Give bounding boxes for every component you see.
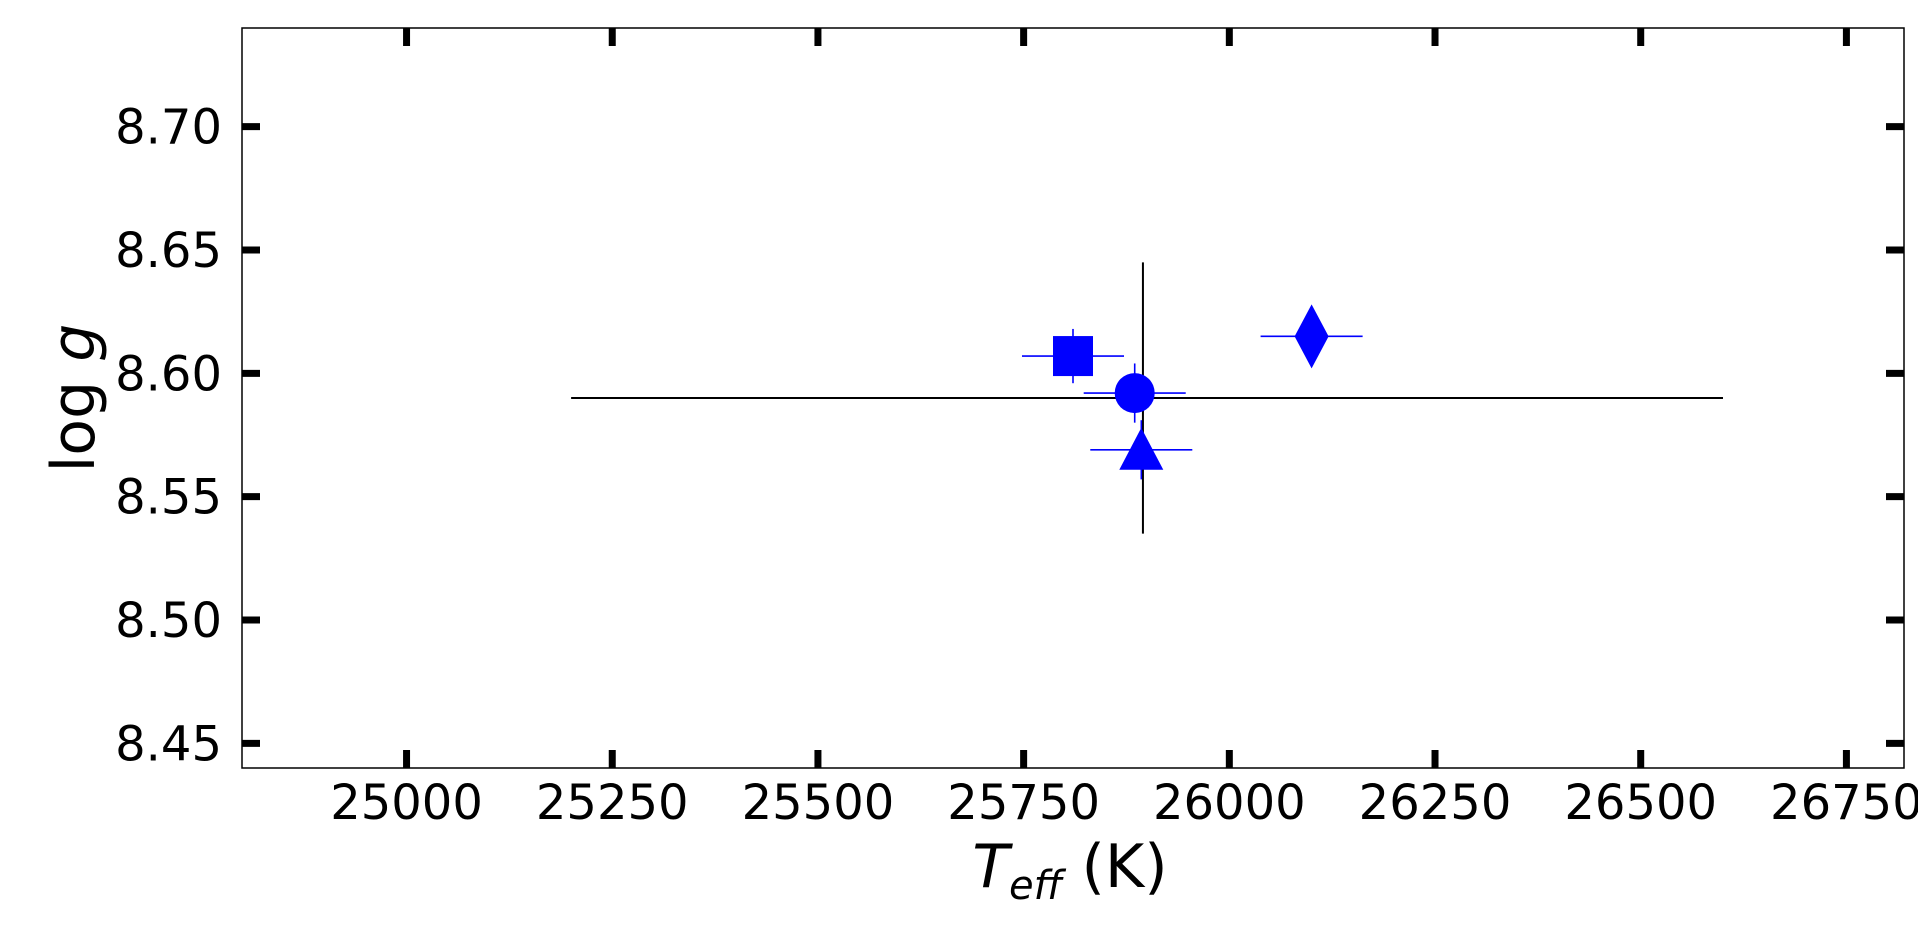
- y-tick-label: 8.60: [115, 346, 222, 402]
- data-layer: [571, 262, 1723, 534]
- x-tick-label: 26750: [1770, 775, 1918, 831]
- x-axis-label-unit: (K): [1062, 832, 1167, 902]
- y-tick-label: 8.65: [115, 223, 222, 279]
- x-tick-label: 26250: [1359, 775, 1512, 831]
- x-tick-label: 25000: [330, 775, 483, 831]
- y-axis-label-prefix: log: [39, 362, 109, 473]
- x-axis-label: Teff (K): [972, 832, 1167, 909]
- y-tick-label: 8.45: [115, 716, 222, 772]
- y-axis-label: log g: [39, 324, 109, 473]
- x-tick-label: 25500: [742, 775, 895, 831]
- diamond-marker: [1294, 304, 1329, 369]
- y-axis-label-symbol: g: [39, 324, 109, 362]
- y-tick-label: 8.50: [115, 593, 222, 649]
- x-axis-label-subscript: eff: [1009, 863, 1067, 909]
- ticks-layer: 25000 25250 25500 25750 26000 26250 26500 26750…: [115, 28, 1918, 831]
- circle-marker: [1114, 373, 1155, 414]
- x-tick-label: 25750: [947, 775, 1100, 831]
- y-tick-label: 8.55: [115, 470, 222, 526]
- plot-frame: [241, 27, 1905, 769]
- x-axis-label-symbol: T: [972, 832, 1013, 902]
- square-marker: [1053, 336, 1093, 377]
- x-tick-label: 26500: [1564, 775, 1717, 831]
- y-tick-label: 8.70: [115, 100, 222, 156]
- x-tick-label: 26000: [1153, 775, 1306, 831]
- x-tick-label: 25250: [536, 775, 689, 831]
- triangle-marker: [1119, 427, 1164, 470]
